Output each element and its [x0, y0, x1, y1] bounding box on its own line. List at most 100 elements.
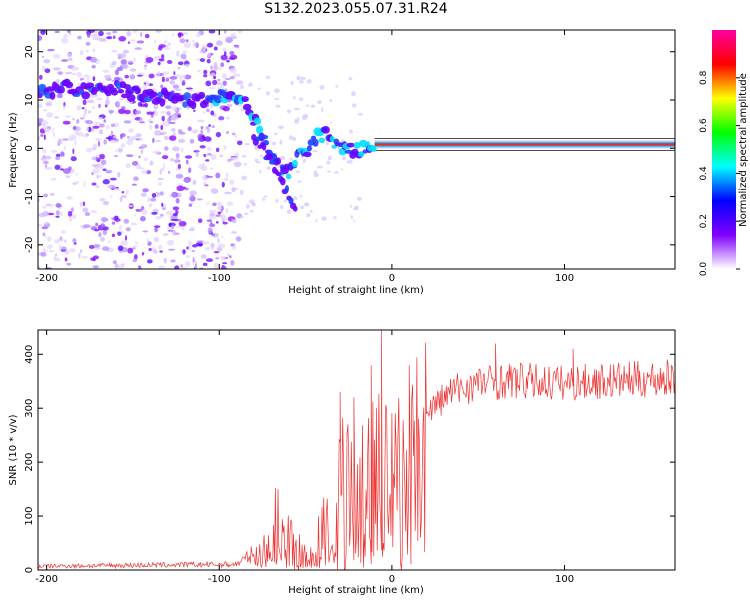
noise-blob — [245, 142, 250, 146]
noise-blob — [64, 115, 72, 118]
noise-blob — [48, 249, 55, 253]
noise-blob — [43, 126, 50, 133]
noise-blob — [82, 201, 85, 207]
noise-blob — [161, 76, 165, 83]
noise-blob — [66, 52, 72, 58]
noise-blob — [232, 73, 241, 78]
noise-blob — [158, 265, 165, 269]
noise-blob — [161, 131, 167, 135]
noise-blob — [76, 71, 82, 78]
noise-blob — [134, 241, 138, 245]
noise-blob — [231, 132, 236, 136]
noise-blob — [155, 30, 162, 33]
noise-blob — [203, 74, 208, 78]
trace-blob — [291, 159, 298, 168]
noise-blob — [182, 79, 186, 86]
noise-blob — [158, 58, 165, 62]
trace-blob — [259, 134, 269, 140]
noise-blob — [152, 137, 155, 144]
noise-blob — [204, 246, 211, 251]
noise-blob — [117, 231, 122, 236]
noise-blob — [111, 221, 116, 225]
noise-blob — [306, 212, 311, 218]
noise-blob — [230, 32, 237, 38]
noise-blob — [44, 68, 51, 74]
noise-blob — [186, 255, 191, 258]
noise-blob — [75, 172, 78, 176]
noise-blob — [146, 170, 152, 174]
noise-blob — [152, 150, 160, 154]
noise-blob — [56, 78, 60, 84]
noise-blob — [224, 78, 231, 81]
noise-blob — [210, 65, 213, 70]
noise-blob — [125, 154, 134, 157]
noise-blob — [88, 245, 95, 249]
noise-blob — [185, 87, 193, 90]
noise-blob — [132, 245, 138, 248]
noise-blob — [263, 195, 268, 198]
colorbar-tick-label: 0.0 — [699, 262, 709, 277]
noise-blob — [357, 113, 364, 116]
noise-blob — [160, 213, 164, 217]
noise-blob — [299, 80, 304, 84]
noise-blob — [175, 173, 184, 179]
noise-blob — [209, 223, 216, 228]
noise-blob — [351, 103, 357, 108]
noise-blob — [92, 255, 99, 260]
noise-blob — [225, 172, 229, 178]
noise-blob — [165, 77, 170, 82]
noise-blob — [310, 104, 316, 108]
noise-blob — [295, 170, 301, 173]
noise-blob — [38, 223, 43, 227]
noise-blob — [197, 119, 204, 122]
noise-blob — [131, 183, 137, 186]
noise-blob — [192, 180, 197, 186]
noise-blob — [69, 248, 76, 253]
trace-blob — [288, 197, 294, 205]
noise-blob — [179, 77, 183, 83]
noise-blob — [114, 69, 119, 76]
noise-blob — [71, 66, 80, 71]
noise-blob — [57, 138, 62, 145]
noise-blob — [57, 236, 64, 243]
noise-blob — [38, 266, 41, 269]
noise-blob — [124, 235, 128, 241]
noise-blob — [102, 246, 110, 252]
noise-blob — [182, 249, 186, 255]
noise-blob — [316, 165, 323, 169]
noise-blob — [226, 253, 230, 257]
noise-blob — [60, 230, 66, 234]
noise-blob — [329, 99, 333, 102]
noise-blob — [55, 156, 61, 161]
noise-blob — [65, 174, 71, 178]
colorbar-tick-label: 0.6 — [699, 118, 709, 133]
noise-blob — [205, 175, 214, 178]
noise-blob — [279, 155, 286, 161]
trace-blob — [190, 101, 197, 110]
snr-series-line — [38, 330, 675, 570]
noise-blob — [158, 244, 163, 250]
noise-blob — [160, 124, 164, 131]
noise-blob — [292, 136, 297, 142]
noise-blob — [153, 249, 158, 254]
noise-blob — [286, 209, 292, 215]
noise-blob — [186, 246, 189, 250]
noise-blob — [154, 130, 162, 136]
noise-blob — [65, 71, 73, 75]
noise-blob — [107, 240, 112, 243]
noise-blob — [222, 221, 228, 225]
snr-y-tick-label: 0 — [24, 567, 35, 573]
noise-blob — [205, 258, 214, 263]
noise-blob — [233, 161, 242, 168]
noise-blob — [83, 181, 86, 187]
noise-blob — [42, 148, 47, 154]
noise-blob — [163, 40, 168, 44]
noise-blob — [351, 91, 356, 97]
noise-blob — [63, 146, 66, 151]
noise-blob — [243, 162, 247, 166]
trace-blob — [81, 91, 90, 100]
noise-blob — [255, 161, 261, 164]
noise-blob — [70, 156, 77, 162]
noise-blob — [170, 158, 175, 162]
